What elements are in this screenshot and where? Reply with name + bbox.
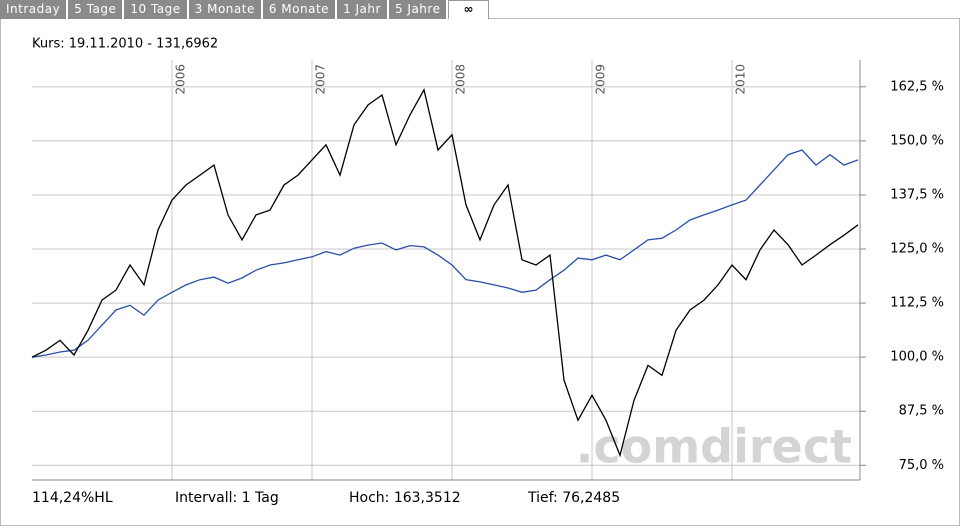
x-tick-label: 2008	[454, 64, 468, 95]
footer-text: 114,24%HL	[32, 490, 113, 506]
tab[interactable]: 6 Monate	[262, 0, 338, 19]
y-tick-label: 112,5 %	[890, 296, 944, 311]
tab[interactable]: 5 Jahre	[388, 0, 449, 19]
tab[interactable]: Intraday	[0, 0, 69, 19]
series-line	[31, 88, 859, 458]
subtitle: Kurs: 19.11.2010 - 131,6962	[32, 37, 218, 52]
tab-bar: Intraday 5 Tage 10 Tage 3 Monate 6 Monate 1 J…	[0, 0, 489, 19]
footer-text: Hoch: 163,3512	[349, 490, 461, 506]
x-tick-label: 2009	[594, 64, 608, 95]
y-tick-label: 137,5 %	[890, 187, 944, 202]
series-line	[31, 149, 859, 358]
footer-text: Tief: 76,2485	[528, 490, 621, 506]
tab[interactable]: ∞	[448, 0, 489, 19]
x-tick-label: 2007	[314, 64, 328, 95]
tab[interactable]: 5 Tage	[68, 0, 125, 19]
y-tick-label: 150,0 %	[890, 133, 944, 148]
tab[interactable]: 3 Monate	[188, 0, 263, 19]
y-tick-label: 125,0 %	[890, 242, 944, 257]
y-tick-label: 162,5 %	[890, 79, 944, 94]
y-tick-label: 87,5 %	[899, 404, 944, 419]
tab[interactable]: 10 Tage	[124, 0, 189, 19]
tab[interactable]: 1 Jahr	[337, 0, 389, 19]
x-tick-label: 2010	[734, 64, 748, 95]
footer-text: Intervall: 1 Tag	[175, 490, 279, 506]
y-tick-label: 75,0 %	[899, 458, 944, 473]
x-tick-label: 2006	[174, 64, 188, 95]
y-tick-label: 100,0 %	[890, 350, 944, 365]
